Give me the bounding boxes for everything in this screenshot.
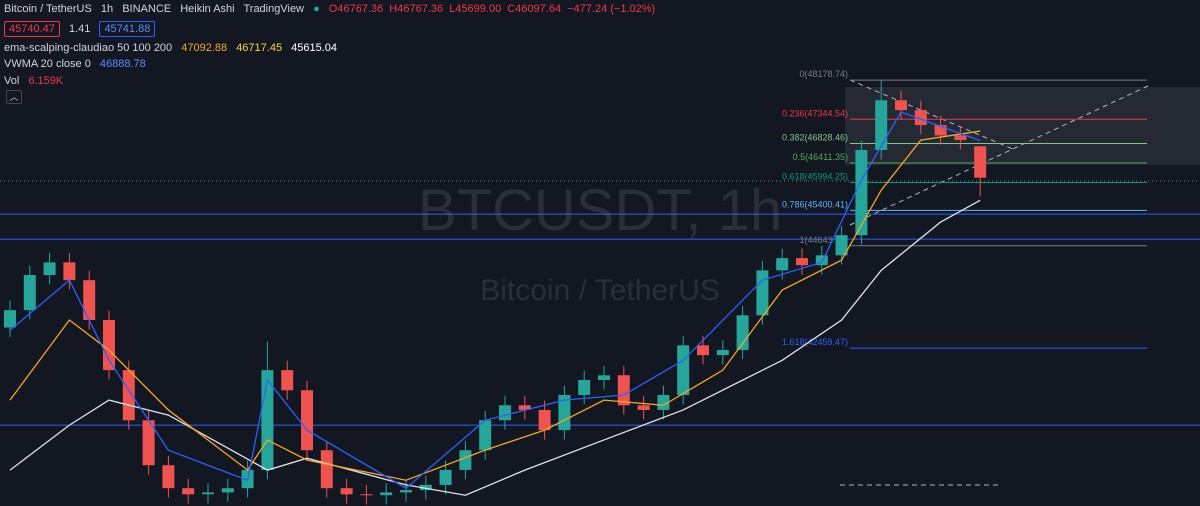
candle-body [479,420,492,451]
candle-body [538,409,551,431]
candle-body [142,420,155,466]
candle-body [182,488,195,495]
candle-body [281,370,294,391]
candle-body [380,492,393,496]
candle-body [677,345,690,395]
candle-body [83,280,96,320]
candle-body [400,490,412,493]
indicator-value: 46717.45 [236,42,283,54]
exchange: BINANCE [122,3,172,15]
candle-body [221,488,234,493]
candle-body [43,262,56,276]
indicator-value: 46888.78 [99,58,146,70]
indicator-value: 47092.88 [181,42,228,54]
candle-body [815,255,828,266]
candle-body [756,270,769,316]
indicator-name: ema-scalping-claudiao 50 100 200 [4,42,173,54]
candle-body [617,375,630,406]
candle-body [63,262,76,281]
candle-body [439,469,452,485]
candle-body [835,235,848,256]
watermark-sub: Bitcoin / TetherUS [480,274,720,307]
style: Heikin Ashi [180,3,235,15]
interval[interactable]: 1h [100,3,114,15]
indicator-line [9,130,981,481]
candle-body [360,494,373,496]
trendline [849,84,1151,226]
fib-label: 1.618(42459.47) [782,337,848,347]
quote: 45740.47 1.41 45741.88 [4,21,161,37]
candle-body [974,146,987,178]
indicator: VWMA 20 close 0 46888.78 [4,58,152,70]
fib-label: 0.786(45400.41) [782,199,848,209]
candle-body [459,450,472,470]
candle-body [162,465,175,489]
fib-label: 0.618(45994.25) [782,172,848,182]
fib-label: 0.382(46828.46) [782,132,848,142]
fib-zone [845,87,1200,165]
candle-body [914,110,927,126]
candle-body [895,100,907,111]
indicator: Vol 6.159K [4,75,69,87]
indicator-line [9,111,981,489]
candle-body [103,319,115,371]
candle-body [855,149,868,236]
candle-body [340,488,353,495]
open: O46767.36 [328,3,384,15]
status-dot: ● [313,3,320,15]
candle-body [202,492,214,495]
candle-body [301,390,313,451]
candle-body [697,345,709,356]
candle-body [875,100,888,150]
collapse-button[interactable]: ︿ [6,90,22,104]
candle-body [657,394,670,410]
watermark: BTCUSDT, 1h [418,178,782,243]
candle-body [796,258,808,266]
candle-body [598,375,610,380]
low: L45699.00 [449,3,502,15]
plot: 0(48178.74) 0.236(47344.54) 0.382(46828.46… [0,69,1200,505]
fib-label: 0.236(47344.54) [782,108,848,118]
fib-label: 1(44643.96) [799,235,848,245]
candle-body [4,310,16,328]
indicator-name: Vol [4,75,20,87]
indicator-name: VWMA 20 close 0 [4,58,91,70]
candle-body [518,405,531,410]
indicator-value: 6.159K [28,75,64,87]
candle-body [320,450,333,489]
fib-label: 0(48178.74) [799,69,848,79]
change: −477.24 (−1.02%) [567,3,656,15]
symbol[interactable]: Bitcoin / TetherUS [4,3,92,15]
source: TradingView [243,3,305,15]
sell[interactable]: 45740.47 [4,21,60,37]
candle-body [934,125,947,136]
close: C46097.64 [507,3,562,15]
buy[interactable]: 45741.88 [99,21,156,37]
trendline [849,79,1016,151]
candle-body [419,484,432,491]
candle-body [499,405,511,421]
candle-body [23,275,36,311]
candle-body [637,405,650,410]
candle-body [736,315,749,350]
candle-body [716,349,729,356]
candle-body [776,258,789,271]
candle-body [954,135,967,141]
fib-label: 0.5(46411.35) [793,152,848,162]
candle-body [578,379,591,395]
indicator: ema-scalping-claudiao 50 100 200 47092.8… [4,42,343,54]
spread: 1.41 [68,23,91,35]
header: Bitcoin / TetherUS 1h BINANCE Heikin Ash… [4,3,658,15]
candle-body [122,370,135,421]
high: H46767.36 [389,3,444,15]
indicator-line [9,199,981,496]
indicator-value: 45615.04 [291,42,338,54]
